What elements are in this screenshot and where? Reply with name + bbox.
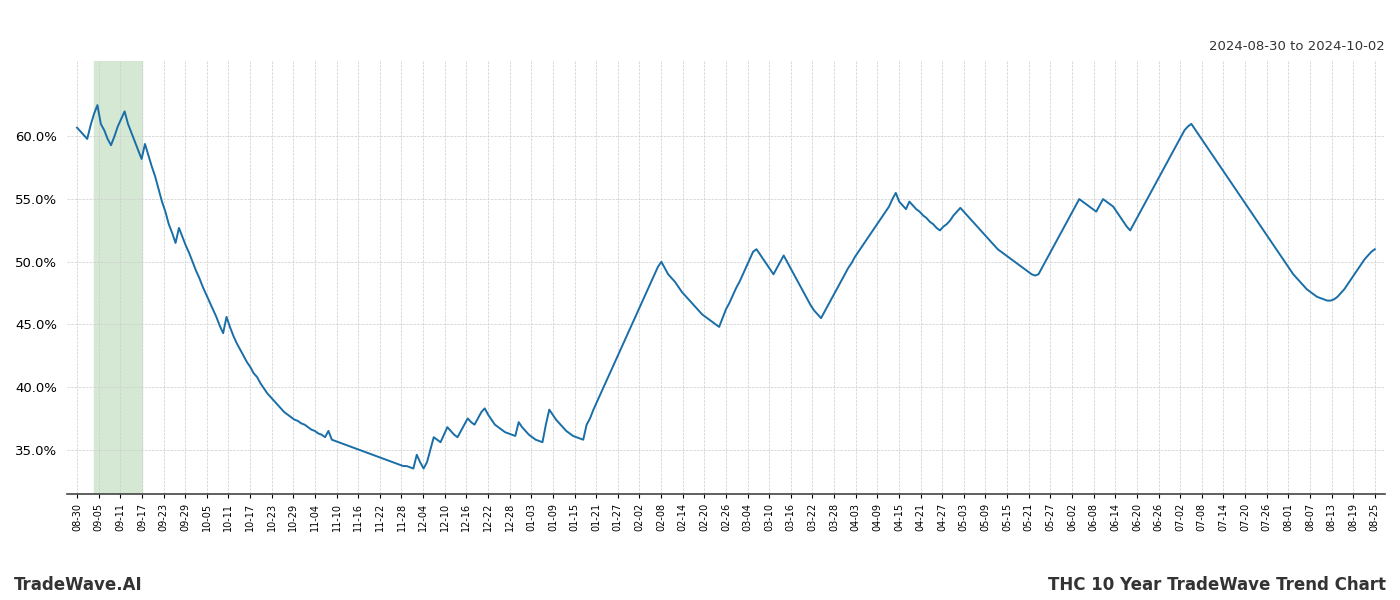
Text: 2024-08-30 to 2024-10-02: 2024-08-30 to 2024-10-02 (1210, 40, 1385, 53)
Text: TradeWave.AI: TradeWave.AI (14, 576, 143, 594)
Text: THC 10 Year TradeWave Trend Chart: THC 10 Year TradeWave Trend Chart (1049, 576, 1386, 594)
Bar (94, 61, 141, 494)
